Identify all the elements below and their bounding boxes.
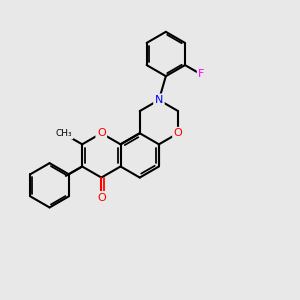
Text: O: O	[97, 128, 106, 138]
Text: O: O	[97, 193, 106, 202]
Text: O: O	[97, 128, 106, 138]
Text: N: N	[155, 95, 163, 105]
Text: F: F	[198, 70, 205, 80]
Text: O: O	[174, 128, 182, 138]
Text: N: N	[155, 95, 163, 105]
Text: O: O	[174, 128, 182, 138]
Text: O: O	[97, 193, 106, 202]
Text: CH₃: CH₃	[56, 129, 72, 138]
